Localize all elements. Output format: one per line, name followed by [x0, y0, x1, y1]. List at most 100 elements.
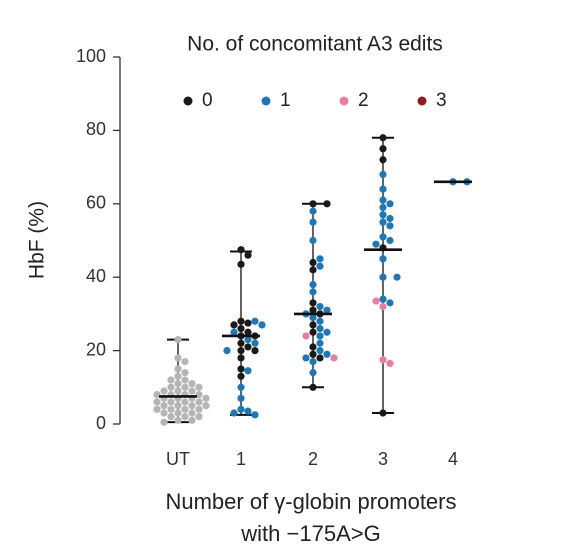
data-point: [372, 297, 380, 305]
x-tick-label: UT: [166, 449, 190, 469]
data-point: [379, 203, 387, 212]
data-point: [309, 350, 317, 358]
data-point: [181, 413, 189, 421]
data-point: [181, 369, 189, 377]
legend-marker: [417, 96, 427, 106]
data-point: [316, 262, 324, 270]
data-point: [174, 372, 182, 380]
data-point: [309, 369, 317, 377]
data-point: [323, 350, 331, 358]
data-point: [323, 306, 331, 314]
data-point: [309, 258, 317, 267]
data-point: [174, 402, 182, 410]
data-point: [237, 394, 245, 402]
data-point: [202, 394, 210, 402]
legend-label: 2: [358, 90, 369, 111]
data-point: [309, 383, 317, 391]
data-point: [230, 321, 238, 329]
data-point: [230, 409, 238, 417]
x-tick-label: 3: [378, 449, 388, 469]
data-point: [160, 409, 168, 417]
data-point: [181, 398, 189, 406]
data-point: [316, 347, 324, 355]
data-point: [160, 402, 168, 410]
data-point: [379, 295, 387, 303]
data-point: [188, 402, 196, 410]
data-point: [195, 405, 203, 413]
data-point: [230, 328, 238, 336]
data-point: [386, 200, 394, 208]
data-point: [372, 240, 380, 248]
data-point: [153, 405, 161, 413]
legend-label: 0: [202, 90, 213, 111]
x-axis-label: with −175A>G: [240, 521, 380, 546]
data-point: [237, 317, 245, 325]
data-point: [160, 418, 168, 426]
data-point: [237, 354, 245, 362]
data-point: [316, 255, 324, 263]
data-point: [323, 200, 331, 208]
data-point: [174, 387, 182, 395]
data-point: [316, 354, 324, 362]
y-axis-label: HbF (%): [26, 201, 49, 279]
data-point: [309, 343, 317, 351]
data-point: [379, 356, 387, 364]
data-point: [181, 383, 189, 391]
data-point: [379, 145, 387, 153]
data-point: [223, 347, 231, 355]
data-point: [153, 398, 161, 406]
data-point: [174, 335, 182, 344]
data-point: [188, 409, 196, 417]
data-point: [309, 236, 317, 245]
y-tick-label: 60: [86, 193, 106, 213]
legend-marker: [183, 96, 193, 106]
y-tick-label: 80: [86, 119, 106, 139]
data-point: [181, 376, 189, 384]
x-tick-label: 1: [236, 449, 246, 469]
x-tick-label: 2: [308, 449, 318, 469]
data-point: [195, 383, 203, 391]
data-point: [167, 405, 175, 413]
data-point: [309, 266, 317, 274]
data-point: [251, 339, 259, 347]
data-point: [237, 347, 245, 355]
data-point: [379, 255, 387, 263]
data-point: [174, 365, 182, 373]
data-point: [386, 359, 394, 368]
data-point: [393, 273, 401, 281]
data-point: [316, 339, 324, 347]
data-point: [386, 236, 394, 245]
data-point: [244, 343, 252, 351]
data-point: [160, 387, 168, 395]
legend-marker: [339, 96, 349, 106]
data-point: [379, 185, 387, 193]
data-point: [251, 347, 259, 355]
data-point: [167, 383, 175, 391]
data-point: [379, 170, 387, 179]
y-tick-label: 20: [86, 339, 106, 359]
data-point: [309, 358, 317, 366]
data-point: [316, 324, 324, 333]
data-point: [181, 358, 189, 366]
legend-title: No. of concomitant A3 edits: [187, 33, 443, 56]
data-point: [244, 251, 252, 259]
data-point: [309, 218, 317, 226]
data-point: [237, 339, 245, 347]
data-point: [195, 398, 203, 406]
data-point: [244, 335, 252, 344]
data-point: [309, 328, 317, 336]
data-point: [379, 218, 387, 226]
data-point: [237, 372, 245, 380]
y-tick-label: 40: [86, 266, 106, 286]
data-point: [167, 398, 175, 406]
data-point: [316, 302, 324, 311]
data-point: [302, 354, 310, 362]
data-point: [167, 413, 175, 421]
data-point: [153, 391, 161, 399]
data-point: [251, 411, 259, 419]
data-point: [167, 376, 175, 384]
data-point: [379, 233, 387, 241]
data-point: [174, 416, 182, 424]
data-point: [188, 416, 196, 424]
